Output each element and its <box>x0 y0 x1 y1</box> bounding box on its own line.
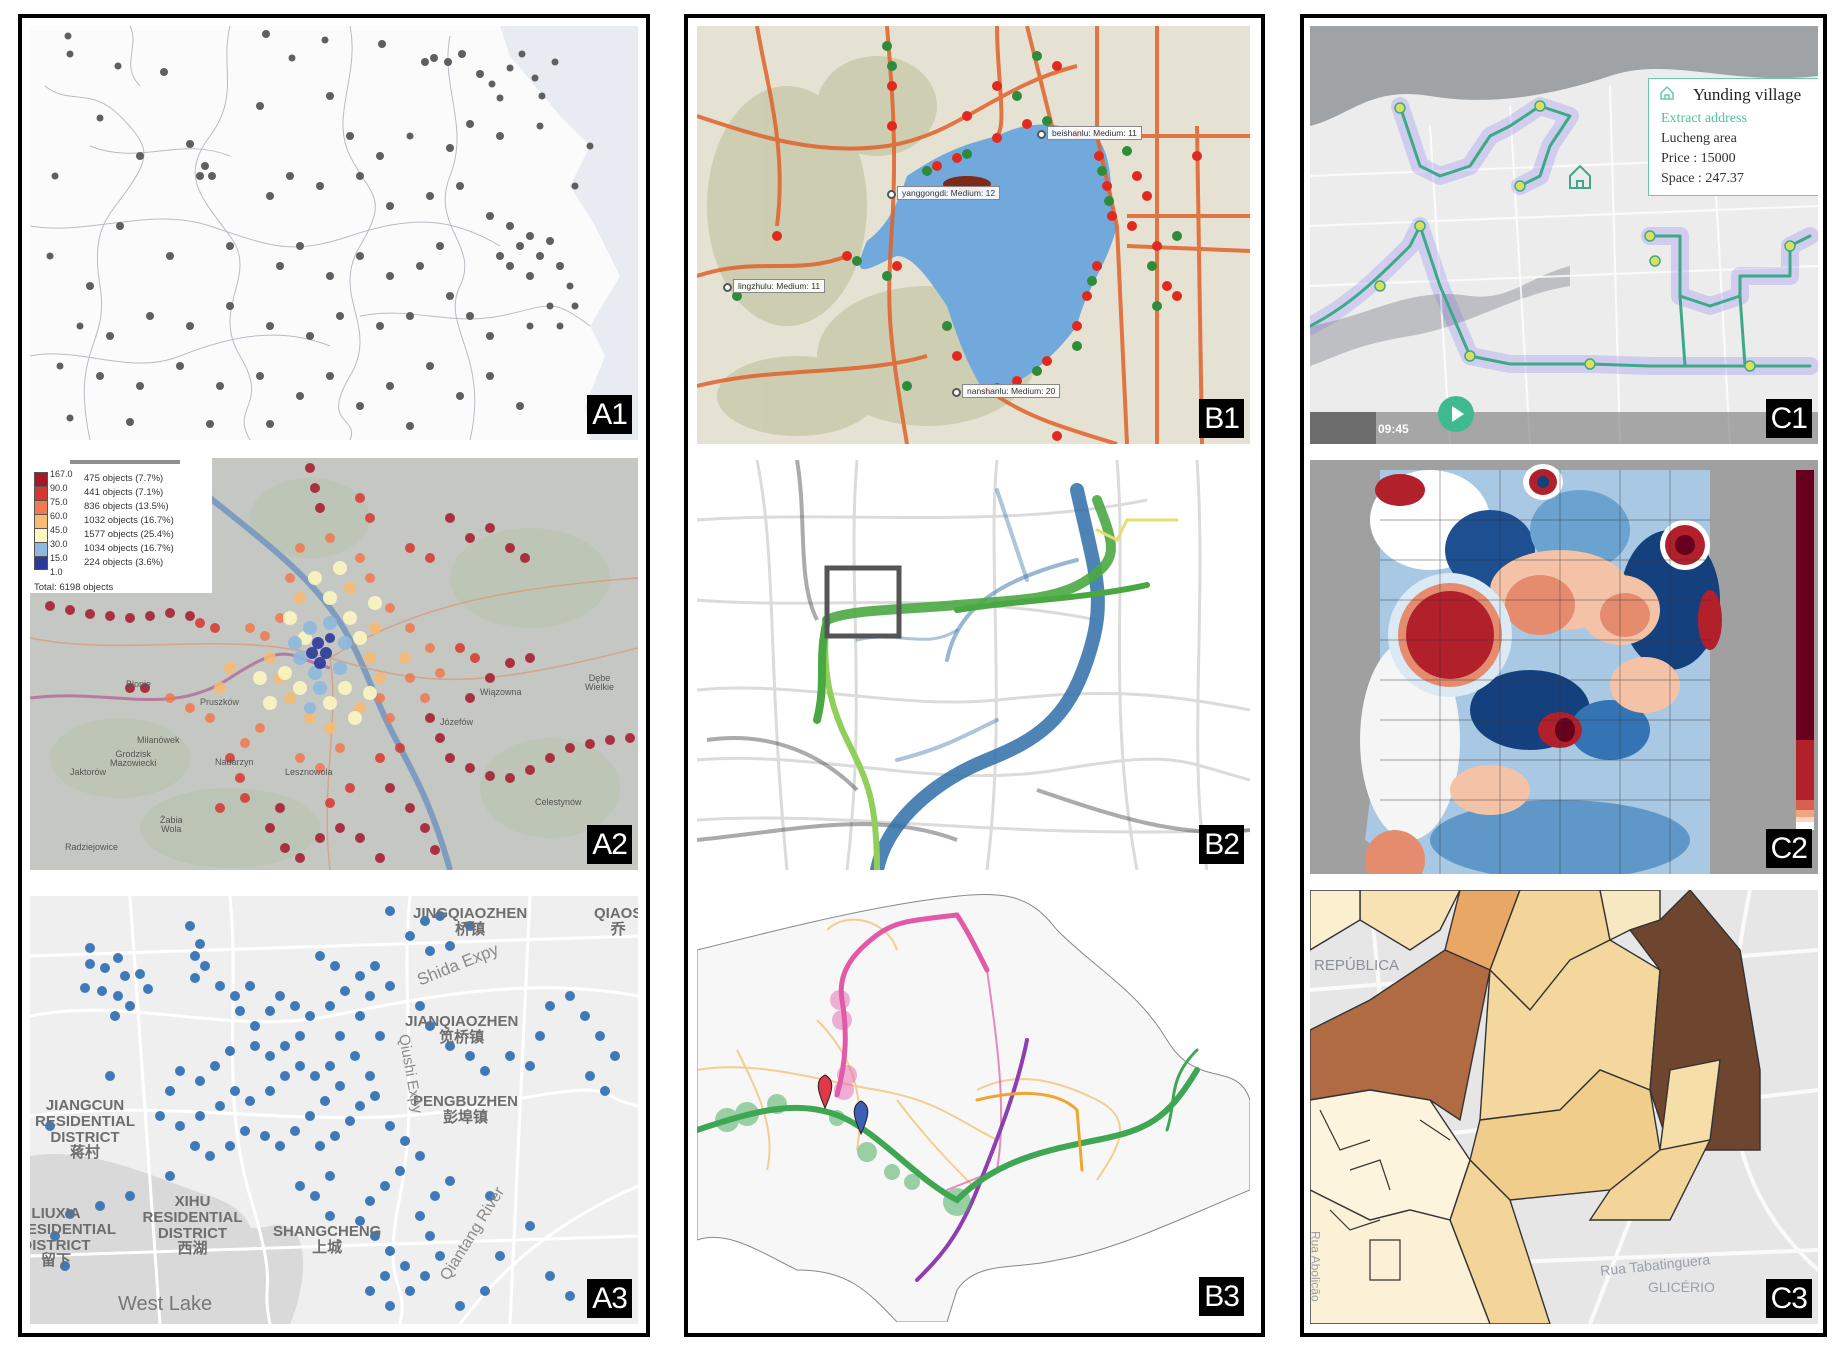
b1-callout-beishanlu[interactable]: beishanlu: Medium: 11 <box>1047 126 1142 140</box>
tooltip-title: Yunding village <box>1693 85 1802 104</box>
a1-map-graphic <box>30 26 638 440</box>
legend-class-counts: 475 objects (7.7%) 441 objects (7.1%) 83… <box>84 472 174 570</box>
panel-tag-c3: C3 <box>1765 1279 1812 1318</box>
label-xihu: XIHU RESIDENTIAL DISTRICT 西湖 <box>142 1193 243 1258</box>
panel-tag-a2: A2 <box>587 825 632 864</box>
b1-callout-pin[interactable] <box>1037 130 1046 139</box>
b1-map-graphic <box>697 26 1250 444</box>
b1-callout-lingzhulu[interactable]: lingzhulu: Medium: 11 <box>733 279 826 293</box>
c2-map-graphic <box>1310 460 1818 874</box>
home-icon <box>1660 85 1674 100</box>
legend-breaks: 167.0 90.0 75.0 60.0 45.0 30.0 15.0 1.0 <box>50 469 73 577</box>
video-progress-fill <box>1310 412 1376 444</box>
b3-markers <box>817 1074 869 1136</box>
video-progress-bar[interactable]: 09:45 <box>1310 412 1818 444</box>
b2-map-graphic <box>697 460 1250 870</box>
label-shangcheng: SHANGCHENG 上城 <box>273 1223 382 1256</box>
c1-tooltip: Yunding village Extract address Lucheng … <box>1648 78 1818 196</box>
legend-class: 836 objects (13.5%) <box>84 501 169 512</box>
legend-class: 224 objects (3.6%) <box>84 557 164 568</box>
b1-callout-nanshanlu[interactable]: nanshanlu: Medium: 20 <box>962 384 1061 398</box>
b2-selection-box <box>824 565 902 639</box>
panel-tag-b1: B1 <box>1199 399 1244 438</box>
label-jianqiaozhen: JIANQIAOZHEN 笕桥镇 <box>405 1013 519 1046</box>
legend-class: 441 objects (7.1%) <box>84 487 164 498</box>
a2-legend: 167.0 90.0 75.0 60.0 45.0 30.0 15.0 1.0 … <box>30 458 212 593</box>
tooltip-space: Space : 247.37 <box>1661 171 1744 186</box>
label-qiaosi: QIAOS 乔 <box>594 905 638 938</box>
a2-points <box>45 463 635 863</box>
video-time: 09:45 <box>1378 422 1409 436</box>
b1-callout-pin[interactable] <box>952 388 961 397</box>
tooltip-price: Price : 15000 <box>1661 151 1736 166</box>
legend-class: 1032 objects (16.7%) <box>84 515 174 526</box>
panel-b2-trajectory-map: B2 <box>697 460 1250 870</box>
label-west-lake: West Lake <box>118 1293 213 1315</box>
panel-tag-a1: A1 <box>587 395 632 434</box>
play-button[interactable] <box>1438 396 1474 432</box>
b1-callout-yanggongdi[interactable]: yanggongdi: Medium: 12 <box>897 186 1001 200</box>
c2-colorbar <box>1796 470 1814 830</box>
a1-points <box>46 30 594 430</box>
label-jingqiaozhen: JINGQIAOZHEN 桥镇 <box>413 905 528 938</box>
panel-tag-c2: C2 <box>1765 829 1812 868</box>
panel-a1-point-map: A1 <box>30 26 638 440</box>
legend-class: 1034 objects (16.7%) <box>84 543 174 554</box>
panel-b1-road-map: beishanlu: Medium: 11 yanggongdi: Medium… <box>697 26 1250 444</box>
panel-tag-b3: B3 <box>1199 1277 1244 1316</box>
panel-b3-transit-map: B3 <box>697 890 1250 1322</box>
a3-map-graphic <box>30 896 638 1324</box>
extract-address-link[interactable]: Extract address <box>1661 111 1747 126</box>
legend-class: 1577 objects (25.4%) <box>84 529 174 540</box>
panel-tag-b2: B2 <box>1199 825 1244 864</box>
tooltip-area: Lucheng area <box>1661 131 1737 146</box>
label-pengbuzhen: PENGBUZHEN 彭埠镇 <box>413 1093 519 1126</box>
c1-home-icon <box>1569 164 1591 189</box>
panel-c1-route-heatmap: Yunding village Extract address Lucheng … <box>1310 26 1818 444</box>
legend-class: 475 objects (7.7%) <box>84 473 164 484</box>
panel-tag-c1: C1 <box>1765 399 1812 438</box>
label-jiangcun: JIANGCUN RESIDENTIAL DISTRICT 蒋村 <box>34 1097 135 1162</box>
legend-swatches <box>34 472 48 570</box>
panel-a3-point-map: JINGQIAOZHEN 桥镇 QIAOS 乔 Shida Expy JIANQIA… <box>30 896 638 1324</box>
legend-title-bar <box>70 460 180 464</box>
panel-a2-graduated-map: Blonie Pruszków Milanówek Grodzisk Mazowi… <box>30 458 638 870</box>
label-republica: REPÚBLICA <box>1314 957 1400 974</box>
label-rua-abolicao: Rua Abolição <box>1310 1230 1323 1302</box>
b1-callout-pin[interactable] <box>723 283 732 292</box>
c3-map-graphic <box>1310 890 1818 1324</box>
a3-points <box>45 906 620 1311</box>
panel-c3-choropleth: REPÚBLICA Rua Tabatinguera GLICÉRIO Rua … <box>1310 890 1818 1324</box>
panel-tag-a3: A3 <box>587 1279 632 1318</box>
b1-callout-pin[interactable] <box>887 190 896 199</box>
panel-c2-interpolated-surface: C2 <box>1310 460 1818 874</box>
b3-map-graphic <box>697 890 1250 1322</box>
label-liuxia: LIUXIA RESIDENTIAL DISTRICT留下 <box>30 1205 117 1270</box>
label-glicerio: GLICÉRIO <box>1648 1279 1715 1295</box>
legend-total: Total: 6198 objects <box>34 582 114 593</box>
